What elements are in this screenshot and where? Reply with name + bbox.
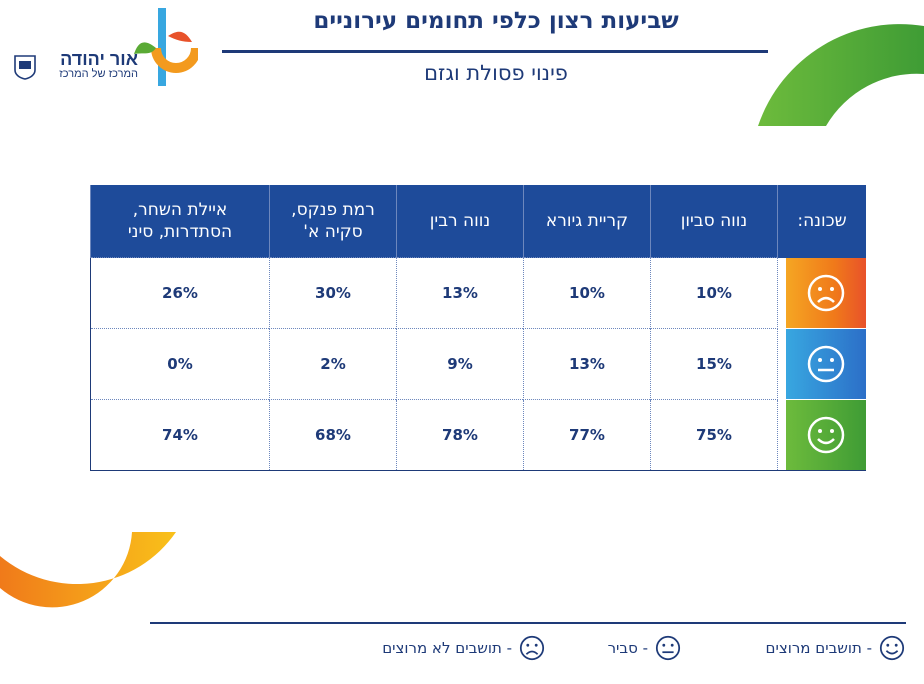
table-cell: 10% xyxy=(650,257,778,329)
sad-face-icon xyxy=(786,258,866,328)
table-cell: 74% xyxy=(90,399,270,471)
table-cell: 75% xyxy=(650,399,778,471)
row-header-label: שכונה: xyxy=(777,185,866,258)
table-cell: 15% xyxy=(650,328,778,400)
legend-satisfied: - תושבים מרוצים xyxy=(766,634,906,662)
table-cell: 78% xyxy=(396,399,524,471)
smile-face-icon xyxy=(786,399,866,470)
column-header: קריית גיורא xyxy=(523,185,651,258)
logo-mark-icon xyxy=(134,8,198,86)
table-cell: 9% xyxy=(396,328,524,400)
legend-reasonable: - סביר xyxy=(608,634,682,662)
neutral-face-icon xyxy=(655,635,681,661)
table-cell: 0% xyxy=(90,328,270,400)
sad-face-icon xyxy=(519,635,545,661)
table-cell: 10% xyxy=(523,257,651,329)
table-row: 15% 13% 9% 2% 0% xyxy=(90,328,866,400)
orange-arc-decoration xyxy=(0,532,176,608)
table-cell: 77% xyxy=(523,399,651,471)
city-logo: אור יהודה המרכז של המרכז xyxy=(14,6,204,90)
page-subtitle: פינוי פסולת וגזם xyxy=(424,61,568,85)
legend-label: - תושבים לא מרוצים xyxy=(382,639,512,657)
smile-face-icon xyxy=(879,635,905,661)
table-cell: 30% xyxy=(269,257,397,329)
table-row: 75% 77% 78% 68% 74% xyxy=(90,399,866,471)
table-header-row: שכונה: נווה סביון קריית גיורא נווה רבין … xyxy=(90,185,866,258)
legend-divider xyxy=(150,622,906,624)
table-cell: 2% xyxy=(269,328,397,400)
legend-label: - תושבים מרוצים xyxy=(765,639,872,657)
page-title: שביעות רצון כלפי תחומים עירוניים xyxy=(313,8,679,34)
logo-name: אור יהודה xyxy=(60,49,138,69)
table-cell: 13% xyxy=(396,257,524,329)
column-header: רמת פנקס, סקיה א' xyxy=(269,185,397,258)
table-cell: 13% xyxy=(523,328,651,400)
column-header: נווה רבין xyxy=(396,185,524,258)
table-row: 10% 10% 13% 30% 26% xyxy=(90,257,866,329)
column-header: נווה סביון xyxy=(650,185,778,258)
city-emblem-icon xyxy=(14,55,36,80)
neutral-face-icon xyxy=(786,329,866,399)
satisfaction-table: שכונה: נווה סביון קריית גיורא נווה רבין … xyxy=(90,185,866,471)
green-arc-decoration xyxy=(758,24,924,127)
column-header: איילת השחר, הסתדרות, סיני xyxy=(90,185,270,258)
title-divider xyxy=(222,50,768,53)
logo-tagline: המרכז של המרכז xyxy=(59,68,138,80)
table-cell: 68% xyxy=(269,399,397,471)
legend-unsatisfied: - תושבים לא מרוצים xyxy=(382,634,546,662)
legend-label: - סביר xyxy=(607,639,648,657)
table-cell: 26% xyxy=(90,257,270,329)
